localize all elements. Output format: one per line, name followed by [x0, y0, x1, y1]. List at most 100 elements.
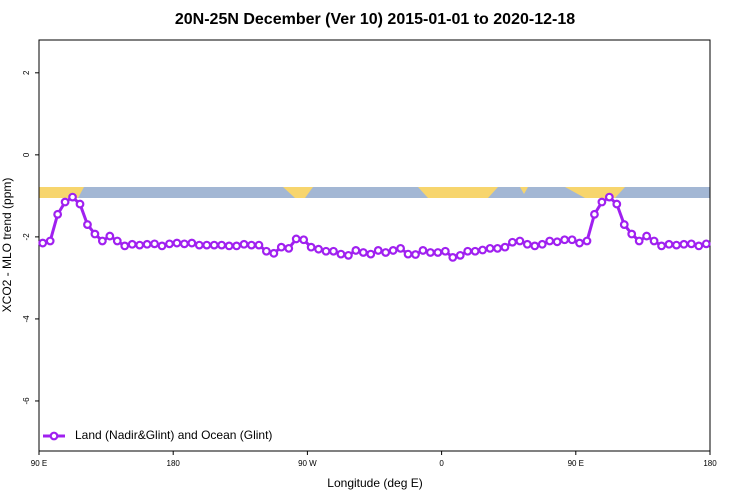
data-point [217, 240, 227, 250]
data-point [142, 239, 152, 249]
data-point [261, 246, 271, 256]
data-point [701, 239, 711, 249]
x-tick-label: 180 [167, 459, 181, 468]
data-point [299, 235, 309, 245]
data-point [664, 239, 674, 249]
data-point [411, 250, 420, 259]
data-point [194, 240, 204, 250]
data-point [172, 238, 182, 248]
data-point [463, 246, 473, 256]
data-point [135, 240, 145, 250]
data-point [306, 242, 316, 252]
data-point [276, 242, 286, 252]
data-point [433, 248, 443, 257]
data-point [560, 235, 570, 245]
data-point [202, 240, 212, 250]
data-point [373, 246, 383, 255]
data-point [53, 209, 63, 219]
data-point [68, 192, 77, 202]
data-point [60, 197, 70, 207]
data-point [314, 244, 323, 254]
data-point [75, 199, 85, 209]
data-point [284, 243, 294, 253]
data-point [112, 236, 122, 246]
x-tick-label: 90 W [298, 459, 317, 468]
data-point [590, 209, 599, 219]
data-point [672, 240, 681, 250]
data-point [545, 236, 555, 246]
data-point [239, 239, 249, 249]
data-point [38, 238, 48, 248]
data-point [232, 241, 241, 251]
data-point [366, 249, 376, 259]
data-point [642, 231, 652, 241]
data-point [45, 236, 55, 246]
data-point [120, 241, 130, 251]
legend-marker [49, 431, 59, 441]
data-point [530, 241, 540, 251]
data-point [247, 240, 256, 250]
data-point [388, 246, 398, 255]
data-point [679, 239, 689, 249]
data-point [90, 229, 100, 239]
data-point [127, 239, 137, 249]
x-axis-label: Longitude (deg E) [327, 476, 422, 490]
data-point [187, 238, 197, 248]
data-point [209, 240, 219, 250]
y-tick-label: 2 [22, 70, 31, 75]
x-tick-label: 90 E [31, 459, 47, 468]
y-tick-label: -2 [22, 233, 31, 241]
data-point [522, 239, 532, 249]
data-point [83, 220, 92, 229]
data-point [381, 248, 391, 257]
data-point [224, 241, 234, 251]
data-point [329, 246, 338, 256]
legend-label: Land (Nadir&Glint) and Ocean (Glint) [75, 428, 272, 442]
data-point [403, 249, 413, 259]
data-point [455, 250, 465, 260]
x-tick-label: 180 [703, 459, 717, 468]
data-point [351, 246, 361, 255]
data-point [396, 243, 405, 253]
data-point [321, 246, 331, 256]
data-point [575, 238, 584, 248]
data-point [336, 249, 346, 259]
data-point [269, 248, 279, 258]
data-point [165, 239, 174, 249]
data-point [478, 245, 488, 255]
data-point [448, 252, 458, 262]
data-point [179, 239, 189, 249]
y-tick-label: 0 [22, 152, 31, 157]
data-point [344, 250, 353, 260]
data-point [426, 248, 435, 257]
data-point [515, 236, 525, 246]
map-strip [39, 187, 710, 198]
data-point [97, 236, 107, 246]
data-point [694, 241, 704, 251]
data-point [634, 236, 644, 246]
data-point [686, 239, 696, 249]
chart-title: 20N-25N December (Ver 10) 2015-01-01 to … [175, 11, 575, 28]
data-point [358, 248, 368, 257]
data-point [567, 235, 577, 245]
data-point [604, 192, 614, 202]
data-point [657, 241, 666, 251]
y-tick-label: -4 [22, 315, 31, 323]
data-point [485, 243, 495, 253]
data-point [508, 237, 517, 247]
data-point [105, 231, 115, 241]
data-point [418, 246, 428, 255]
data-point [612, 199, 622, 209]
data-point [157, 241, 167, 251]
y-tick-label: -6 [22, 397, 31, 405]
data-point [552, 237, 562, 247]
data-point [500, 242, 510, 252]
data-point [582, 236, 592, 246]
data-point [619, 220, 629, 229]
data-point [537, 239, 547, 249]
data-point [470, 246, 480, 256]
data-point [291, 234, 301, 244]
data-point [597, 197, 607, 207]
data-point [627, 229, 637, 239]
